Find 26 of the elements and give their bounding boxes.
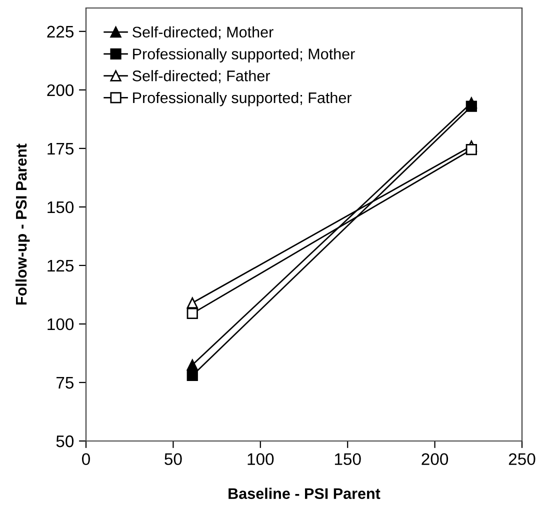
x-tick-label: 200: [422, 453, 448, 466]
point: [186, 297, 198, 308]
x-tick-label: 150: [334, 453, 361, 466]
x-tick-label: 0: [82, 453, 90, 466]
y-tick-label: 175: [48, 143, 74, 155]
x-tick-label: 250: [508, 453, 536, 466]
y-tick-label: 225: [47, 26, 74, 38]
legend-label: Self-directed; Mother: [132, 26, 274, 40]
y-tick-label: 150: [48, 201, 74, 214]
y-tick-label: 75: [56, 377, 74, 389]
point: [186, 370, 198, 382]
point: [466, 100, 477, 112]
legend-label: Professionally supported; Father: [133, 92, 352, 106]
y-tick-label: 125: [48, 260, 74, 272]
y-tick-label: 100: [48, 318, 74, 330]
point: [466, 144, 477, 156]
y-tick-label: 50: [56, 435, 74, 448]
x-axis-title: Baseline - PSI Parent: [228, 488, 380, 500]
x-tick-label: 50: [164, 453, 182, 466]
x-tick-label: 100: [248, 453, 274, 466]
point: [186, 359, 198, 370]
legend-label: Professionally supported; Mother: [133, 48, 355, 62]
y-axis-title: Follow-up - PSI Parent: [15, 144, 30, 305]
y-tick-label: 200: [47, 84, 74, 96]
legend-label: Self-directed; Father: [132, 70, 270, 84]
point: [186, 308, 198, 319]
